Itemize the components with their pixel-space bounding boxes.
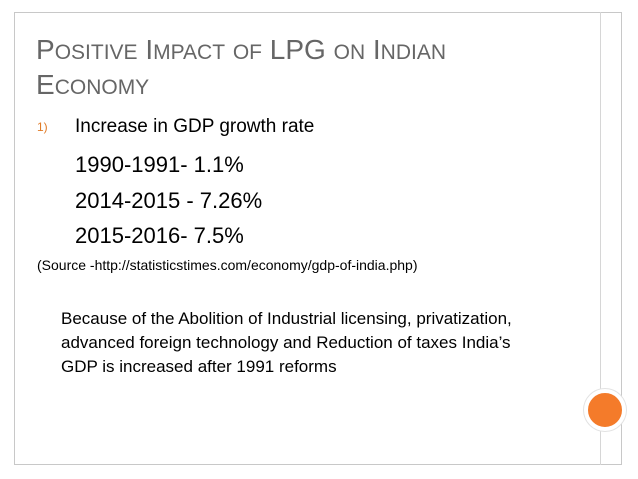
title-indian-first: I: [372, 34, 381, 65]
decorative-circle-icon: [584, 389, 626, 431]
title-impact-first: I: [145, 34, 154, 65]
growth-rate-2015-2016: 2015-2016- 7.5%: [75, 223, 244, 248]
title-indian-rest: ndian: [380, 41, 447, 64]
title-lpg: LPG: [269, 34, 326, 65]
growth-rate-1990-1991: 1990-1991- 1.1%: [75, 152, 244, 177]
list-text: Increase in GDP growth rate: [75, 116, 315, 137]
title-on: on: [333, 41, 366, 64]
title-positive-first: P: [36, 34, 55, 65]
growth-rate-2014-2015: 2014-2015 - 7.26%: [75, 188, 263, 213]
source-citation: (Source -http://statisticstimes.com/econ…: [37, 257, 418, 273]
title-of: of: [232, 41, 263, 64]
impact-list: 1) Increase in GDP growth rate: [37, 113, 597, 141]
slide-title: Positive Impact of LPG on Indian Economy: [36, 34, 576, 104]
title-economy-first: E: [36, 69, 55, 100]
title-positive-rest: ositive: [54, 41, 138, 64]
reform-explanation: Because of the Abolition of Industrial l…: [61, 309, 512, 376]
list-item: 1) Increase in GDP growth rate: [37, 113, 597, 141]
slide-frame: [14, 12, 622, 465]
list-number: 1): [37, 120, 48, 134]
title-impact-rest: mpact: [153, 41, 226, 64]
vertical-divider: [600, 12, 601, 465]
title-economy-rest: conomy: [54, 76, 150, 99]
